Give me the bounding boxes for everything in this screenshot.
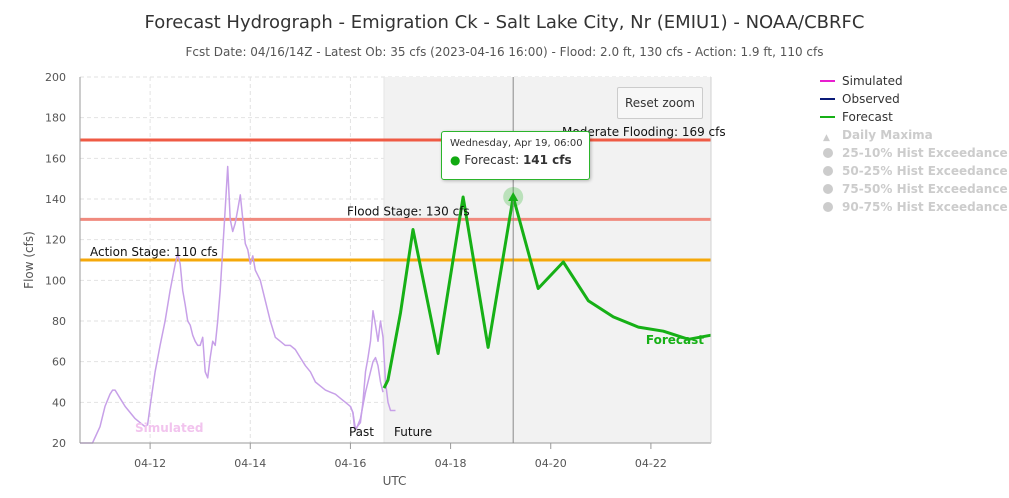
legend-item-50-25-hist-exceedance[interactable]: 50-25% Hist Exceedance bbox=[818, 162, 1008, 180]
threshold-label: Flood Stage: 130 cfs bbox=[347, 204, 470, 218]
legend-label: Simulated bbox=[842, 74, 903, 88]
past-label: Past bbox=[349, 425, 374, 439]
legend-item-daily-maxima[interactable]: ▲ Daily Maxima bbox=[818, 126, 1008, 144]
series-line-forecast bbox=[382, 195, 712, 389]
tooltip-series-name: Forecast bbox=[464, 153, 516, 167]
x-tick-label: 04-20 bbox=[535, 457, 567, 470]
legend-circle-icon bbox=[823, 184, 833, 194]
legend-circle-icon bbox=[823, 202, 833, 212]
legend-label: Observed bbox=[842, 92, 900, 106]
threshold-lines bbox=[80, 138, 711, 262]
legend-line-icon bbox=[820, 98, 835, 100]
legend-item-forecast[interactable]: Forecast bbox=[818, 108, 1008, 126]
tooltip-date: Wednesday, Apr 19, 06:00 bbox=[450, 138, 583, 149]
legend-line-icon bbox=[820, 80, 835, 82]
legend-label: Forecast bbox=[842, 110, 893, 124]
chart-legend: Simulated Observed Forecast ▲ Daily Maxima 25… bbox=[818, 72, 1008, 216]
legend-circle-icon bbox=[823, 148, 833, 158]
legend-label: 50-25% Hist Exceedance bbox=[842, 164, 1008, 178]
chart-tooltip: Wednesday, Apr 19, 06:00 ● Forecast: 141… bbox=[441, 131, 590, 180]
y-tick-label: 160 bbox=[45, 152, 66, 165]
x-tick-label: 04-14 bbox=[234, 457, 266, 470]
tooltip-value: 141 cfs bbox=[522, 153, 572, 167]
legend-item-90-75-hist-exceedance[interactable]: 90-75% Hist Exceedance bbox=[818, 198, 1008, 216]
reset-zoom-button[interactable]: Reset zoom bbox=[617, 87, 703, 119]
x-tick-label: 04-22 bbox=[635, 457, 667, 470]
series-line-observed bbox=[349, 310, 396, 430]
y-tick-label: 100 bbox=[45, 274, 66, 287]
y-tick-label: 40 bbox=[52, 396, 66, 409]
threshold-label: Moderate Flooding: 169 cfs bbox=[562, 125, 726, 139]
data-series bbox=[80, 165, 712, 444]
y-axis-title: Flow (cfs) bbox=[22, 231, 36, 289]
legend-item-simulated[interactable]: Simulated bbox=[818, 72, 1008, 90]
legend-label: 25-10% Hist Exceedance bbox=[842, 146, 1008, 160]
tooltip-value-row: ● Forecast: 141 cfs bbox=[450, 153, 572, 167]
x-tick-label: 04-16 bbox=[334, 457, 366, 470]
future-label: Future bbox=[394, 425, 432, 439]
chart-subtitle: Fcst Date: 04/16/14Z - Latest Ob: 35 cfs… bbox=[185, 45, 824, 59]
legend-line-icon bbox=[820, 116, 835, 118]
legend-label: 75-50% Hist Exceedance bbox=[842, 182, 1008, 196]
y-tick-label: 200 bbox=[45, 71, 66, 84]
axes: 20 40 60 80 100 120 140 160 180 200 04-12 04-14 04-1… bbox=[22, 71, 712, 488]
legend-circle-icon bbox=[823, 166, 833, 176]
y-tick-label: 80 bbox=[52, 315, 66, 328]
series-line-simulated bbox=[80, 165, 384, 444]
x-tick-label: 04-18 bbox=[435, 457, 467, 470]
legend-label: Daily Maxima bbox=[842, 128, 933, 142]
y-tick-label: 20 bbox=[52, 437, 66, 450]
chart-labels: Moderate Flooding: 169 cfs Flood Stage: 1… bbox=[90, 125, 726, 439]
legend-triangle-icon: ▲ bbox=[823, 133, 830, 143]
y-tick-label: 120 bbox=[45, 234, 66, 247]
y-tick-label: 180 bbox=[45, 112, 66, 125]
tooltip-series-dot-icon: ● bbox=[450, 153, 461, 167]
chart-title: Forecast Hydrograph - Emigration Ck - Sa… bbox=[144, 12, 865, 33]
legend-item-observed[interactable]: Observed bbox=[818, 90, 1008, 108]
x-tick-label: 04-12 bbox=[134, 457, 166, 470]
legend-item-75-50-hist-exceedance[interactable]: 75-50% Hist Exceedance bbox=[818, 180, 1008, 198]
hover-point-marker bbox=[508, 191, 519, 201]
y-tick-label: 60 bbox=[52, 356, 66, 369]
simulated-series-label: Simulated bbox=[135, 421, 203, 435]
threshold-label: Action Stage: 110 cfs bbox=[90, 245, 218, 259]
forecast-series-label: Forecast bbox=[646, 333, 704, 347]
y-tick-label: 140 bbox=[45, 193, 66, 206]
x-axis-title: UTC bbox=[383, 474, 407, 488]
legend-label: 90-75% Hist Exceedance bbox=[842, 200, 1008, 214]
legend-item-25-10-hist-exceedance[interactable]: 25-10% Hist Exceedance bbox=[818, 144, 1008, 162]
